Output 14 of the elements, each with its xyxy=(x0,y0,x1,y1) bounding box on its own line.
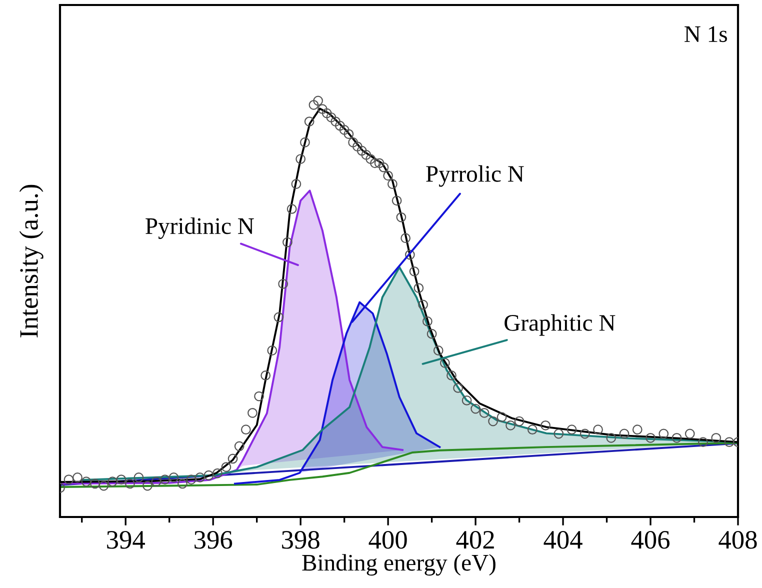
y-axis-title: Intensity (a.u.) xyxy=(19,184,44,338)
x-tick-label: 406 xyxy=(631,530,670,549)
annotation: Pyrrolic N xyxy=(426,165,524,187)
text: N 1s xyxy=(684,26,727,42)
x-tick-label: 408 xyxy=(718,530,757,549)
x-tick-label: 396 xyxy=(194,531,232,549)
x-tick-label: 404 xyxy=(544,530,582,549)
annotation: Graphitic N xyxy=(504,314,616,336)
x-tick-label: 400 xyxy=(368,530,407,549)
x-tick-label: 398 xyxy=(282,530,320,549)
x-axis-title: Binding energy (eV) xyxy=(302,554,496,576)
x-tick-label: 394 xyxy=(107,531,145,549)
x-tick-label: 402 xyxy=(456,530,494,549)
annotation: Pyridinic N xyxy=(146,217,254,239)
